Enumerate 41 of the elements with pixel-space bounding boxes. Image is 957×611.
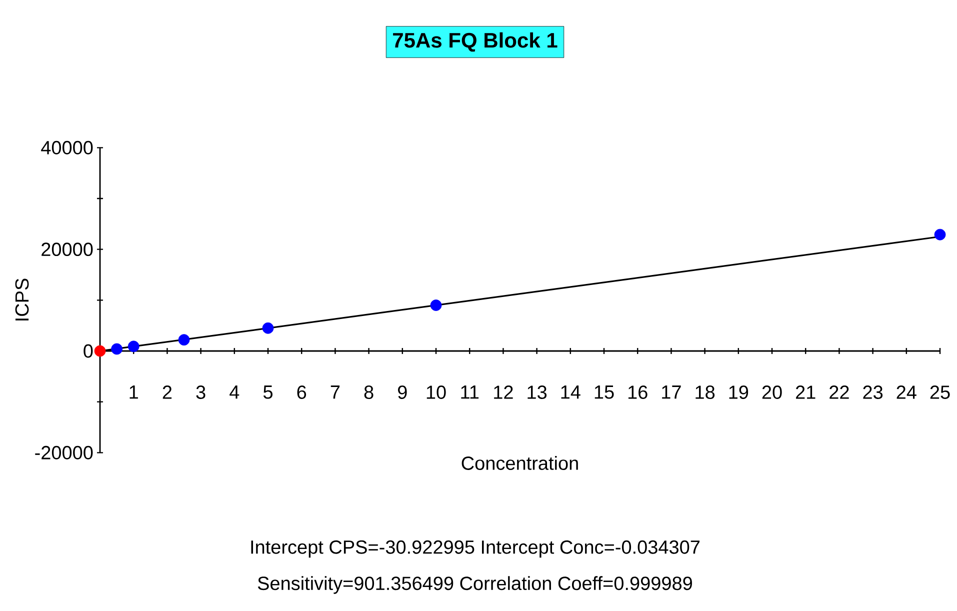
x-tick-label: 24: [896, 386, 916, 399]
text: Intercept CPS=-30.922995 Intercept Conc=-0.034307: [251, 540, 700, 558]
x-tick-label: 2: [162, 386, 172, 399]
x-tick-label: 19: [729, 386, 748, 399]
y-axis-title: ICPS: [15, 278, 29, 320]
text: Sensitivity=901.356499 Correlation Coeff=0.999989: [258, 576, 692, 594]
point: [934, 228, 946, 240]
point: [430, 300, 442, 311]
x-tick-label: 17: [662, 386, 681, 399]
y-tick-label: 0: [84, 344, 93, 358]
x-tick-label: 3: [196, 386, 206, 399]
chart-title: 75As FQ Block 1: [393, 32, 558, 52]
y-tick-label: 40000: [41, 140, 93, 154]
x-tick-label: 20: [762, 386, 782, 399]
x-tick-label: 4: [230, 386, 240, 399]
x-tick-label: 8: [364, 386, 374, 399]
x-tick-label: 15: [594, 386, 614, 399]
point: [262, 322, 274, 334]
x-axis-title: Concentration: [462, 456, 578, 470]
x-tick-label: 22: [830, 386, 849, 399]
x-tick-label: 7: [330, 386, 340, 399]
point: [94, 345, 106, 357]
x-tick-label: 12: [494, 386, 513, 399]
point: [178, 334, 190, 346]
x-tick-label: 16: [628, 386, 648, 399]
x-tick-label: 23: [863, 386, 883, 399]
y-tick-label: 20000: [42, 242, 93, 256]
x-tick-label: 14: [561, 386, 580, 399]
x-tick-label: 6: [297, 386, 306, 399]
x-tick-label: 21: [796, 386, 816, 399]
x-tick-label: 9: [398, 386, 407, 399]
point: [111, 343, 123, 355]
x-tick-label: 5: [263, 386, 272, 399]
x-tick-label: 1: [130, 386, 138, 399]
y-tick-label: -20000: [35, 446, 93, 460]
x-tick-label: 11: [461, 386, 479, 399]
x-tick-label: 13: [528, 386, 547, 399]
x-tick-label: 10: [426, 386, 446, 399]
point: [128, 340, 140, 352]
x-tick-label: 18: [696, 386, 715, 399]
x-tick-label: 25: [930, 386, 950, 399]
